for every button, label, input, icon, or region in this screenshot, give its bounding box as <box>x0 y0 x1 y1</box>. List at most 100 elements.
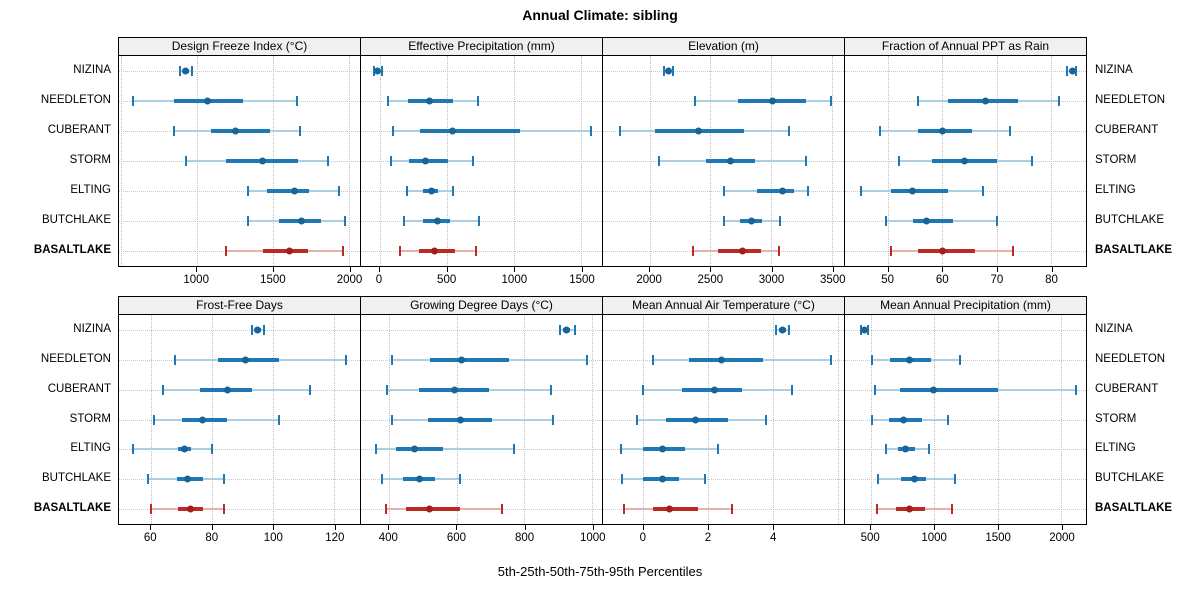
panel-header-effective-precipitation-mm: Effective Precipitation (mm) <box>360 37 603 56</box>
median-dot-nizina <box>374 67 382 75</box>
median-dot-needleton <box>717 356 725 364</box>
median-dot-storm <box>726 157 734 165</box>
axis-tick <box>582 267 584 272</box>
site-label-left-needleton: NEEDLETON <box>40 352 111 365</box>
median-dot-nizina <box>779 326 787 334</box>
whisker-cap-storm <box>657 156 660 166</box>
median-dot-basaltlake <box>187 505 195 513</box>
panel-fraction-of-annual-ppt-as-rain: Fraction of Annual PPT as Rain 50 60 70 80 <box>844 37 1087 297</box>
axis-tick-label: 500 <box>860 532 880 544</box>
panel-header-design-freeze-index-c: Design Freeze Index (°C) <box>118 37 361 56</box>
whisker-cap-nizina <box>262 324 265 335</box>
median-dot-storm <box>899 416 907 423</box>
median-dot-storm <box>456 416 464 423</box>
gridline-horizontal <box>845 449 1086 451</box>
range-25-75-elting <box>395 447 444 452</box>
whisker-cap-storm <box>898 156 901 166</box>
gridline-horizontal <box>845 479 1086 481</box>
axis-tick <box>524 525 526 530</box>
whisker-cap-butchlake <box>459 474 462 485</box>
median-dot-nizina <box>1068 67 1076 75</box>
range-25-75-basaltlake <box>653 507 699 512</box>
axis-tick <box>1062 525 1064 530</box>
median-dot-storm <box>199 416 207 423</box>
whisker-cap-butchlake <box>478 216 481 226</box>
whisker-cap-butchlake <box>953 474 956 485</box>
whisker-cap-storm <box>391 414 394 425</box>
panel-plot-design-freeze-index-c <box>118 56 361 267</box>
whisker-cap-basaltlake <box>778 246 781 256</box>
median-dot-cuberant <box>694 127 702 135</box>
whisker-cap-nizina <box>1066 66 1069 76</box>
whisker-cap-cuberant <box>392 126 395 136</box>
axis-tick-label: 2 <box>704 532 712 544</box>
whisker-cap-elting <box>338 186 341 196</box>
whisker-cap-cuberant <box>1009 126 1012 136</box>
panel-row-top: Design Freeze Index (°C) 1000 1500 2000 Effe… <box>118 37 1087 297</box>
median-dot-cuberant <box>451 386 459 394</box>
whisker-cap-elting <box>451 186 454 196</box>
whisker-cap-needleton <box>132 96 135 106</box>
axis-tick-label: 120 <box>325 532 345 544</box>
gridline-horizontal <box>361 479 602 481</box>
whisker-cap-butchlake <box>722 216 725 226</box>
whisker-cap-nizina <box>190 66 193 76</box>
axis-tick <box>196 267 198 272</box>
whisker-cap-butchlake <box>876 474 879 485</box>
whisker-cap-elting <box>716 444 719 455</box>
axis-tick-label: 50 <box>881 274 895 286</box>
median-dot-elting <box>410 445 418 453</box>
whisker-cap-needleton <box>694 96 697 106</box>
site-label-left-storm: STORM <box>69 412 111 425</box>
axis-tick-label: 600 <box>446 532 467 544</box>
axis-tick <box>456 525 458 530</box>
whisker-cap-cuberant <box>298 126 301 136</box>
gridline-horizontal <box>603 449 844 451</box>
gridline-horizontal <box>361 71 602 72</box>
gridline-horizontal <box>603 329 844 331</box>
whisker-cap-storm <box>153 414 156 425</box>
axis-tick-label: 1500 <box>569 274 595 286</box>
axis-tick <box>934 525 936 530</box>
gridline-horizontal <box>603 71 844 72</box>
axis-tick-label: 2000 <box>1049 532 1075 544</box>
whisker-cap-cuberant <box>787 126 790 136</box>
median-dot-butchlake <box>297 217 305 225</box>
median-dot-nizina <box>665 67 673 75</box>
whisker-cap-nizina <box>672 66 675 76</box>
axis-tick <box>708 525 709 530</box>
whisker-cap-nizina <box>381 66 384 76</box>
x-axis-fraction-of-annual-ppt-as-rain: 50 60 70 80 <box>844 267 1087 297</box>
gridline-horizontal <box>603 479 844 481</box>
median-dot-elting <box>181 445 189 453</box>
whisker-cap-elting <box>860 186 863 196</box>
axis-tick-label: 70 <box>990 274 1004 286</box>
site-label-right-cuberant: CUBERANT <box>1095 382 1159 395</box>
median-dot-nizina <box>860 326 868 334</box>
site-labels-right-bottom: NIZINA NEEDLETON CUBERANT STORM ELTING BUTCHL… <box>1087 314 1200 523</box>
panel-plot-mean-annual-precipitation-mm <box>844 315 1087 525</box>
median-dot-butchlake <box>415 475 423 483</box>
whisker-cap-needleton <box>830 354 833 365</box>
median-dot-cuberant <box>938 127 946 135</box>
gridline-horizontal <box>119 71 360 72</box>
axis-tick <box>150 525 152 530</box>
whisker-cap-basaltlake <box>731 504 734 515</box>
median-dot-butchlake <box>434 217 442 225</box>
site-label-right-storm: STORM <box>1095 412 1137 425</box>
gridline-horizontal <box>361 161 602 162</box>
range-25-75-basaltlake <box>262 249 308 253</box>
median-dot-butchlake <box>922 217 930 225</box>
whisker-cap-nizina <box>662 66 665 76</box>
whisker-cap-needleton <box>958 354 961 365</box>
panel-header-frost-free-days: Frost-Free Days <box>118 296 361 315</box>
gridline-horizontal <box>845 509 1086 511</box>
site-label-right-basaltlake: BASALTLAKE <box>1095 244 1173 256</box>
axis-tick <box>211 525 213 530</box>
panel-design-freeze-index-c: Design Freeze Index (°C) 1000 1500 2000 <box>118 37 362 297</box>
whisker-cap-basaltlake <box>875 504 878 515</box>
whisker-cap-elting <box>619 444 622 455</box>
whisker-cap-elting <box>211 444 214 455</box>
axis-tick <box>942 267 944 272</box>
site-label-right-needleton: NEEDLETON <box>1095 352 1166 365</box>
